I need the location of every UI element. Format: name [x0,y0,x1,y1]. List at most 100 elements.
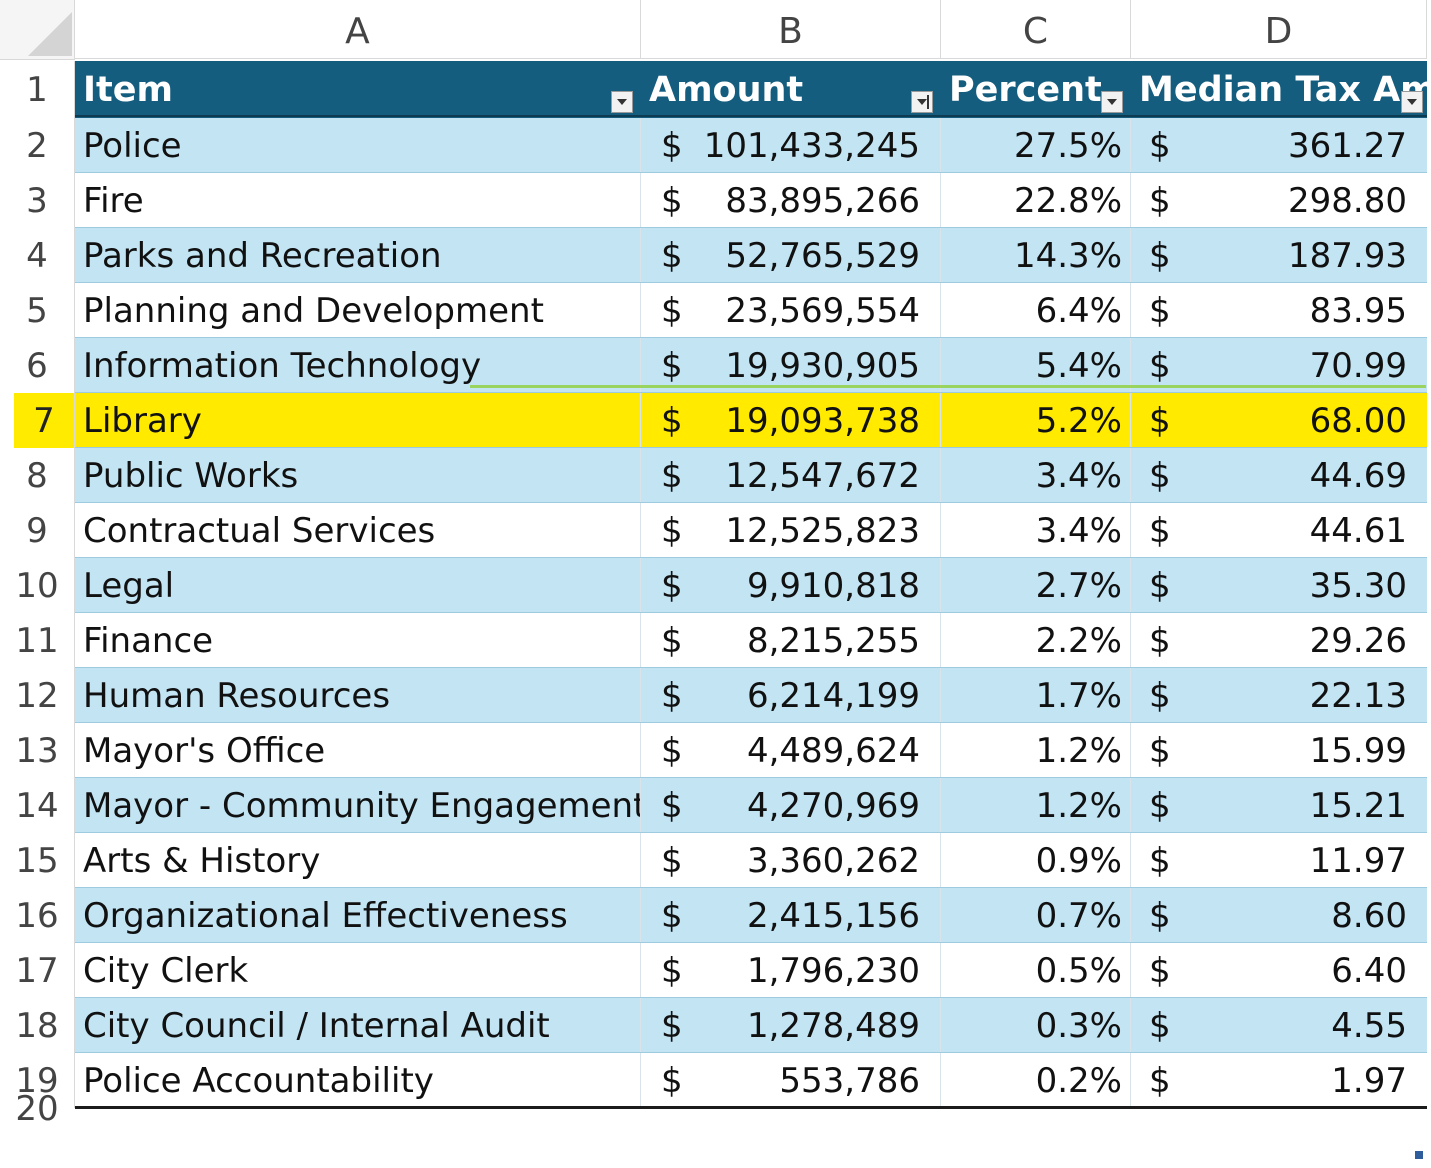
cell-amount[interactable]: $1,278,489 [641,998,941,1053]
row-header[interactable]: 2 [0,118,75,173]
filter-dropdown-icon[interactable] [911,91,933,113]
cell-percent[interactable]: 3.4% [941,448,1131,503]
column-header-b[interactable]: B [641,0,941,59]
cell-percent[interactable]: 0.7% [941,888,1131,943]
cell-median-tax[interactable]: $44.69 [1131,448,1427,503]
cell-percent[interactable]: 22.8% [941,173,1131,228]
cell-amount[interactable]: $1,796,230 [641,943,941,998]
cell-amount[interactable]: $4,489,624 [641,723,941,778]
cell-percent[interactable]: 0.3% [941,998,1131,1053]
cell-item[interactable]: Mayor's Office [75,723,641,778]
cell-median-tax[interactable]: $22.13 [1131,668,1427,723]
cell-item[interactable]: Information Technology [75,338,641,393]
cell-median-tax[interactable]: $8.60 [1131,888,1427,943]
cell-median-tax[interactable]: $187.93 [1131,228,1427,283]
row-header[interactable]: 15 [0,833,75,888]
filter-dropdown-icon[interactable] [1101,91,1123,113]
select-all-corner[interactable] [0,0,75,60]
cell-item[interactable]: Public Works [75,448,641,503]
cell-item[interactable]: Library [75,393,641,448]
cell-amount[interactable]: $4,270,969 [641,778,941,833]
cell-amount[interactable]: $6,214,199 [641,668,941,723]
cell-median-tax[interactable]: $44.61 [1131,503,1427,558]
cell-median-tax[interactable]: $70.99 [1131,338,1427,393]
cell-median-tax[interactable]: $15.99 [1131,723,1427,778]
cell-percent[interactable]: 5.4% [941,338,1131,393]
cell-percent[interactable]: 0.9% [941,833,1131,888]
header-item[interactable]: Item [75,61,641,118]
cell-item[interactable]: Police Accountability [75,1053,641,1108]
row-header[interactable]: 3 [0,173,75,228]
cell-amount[interactable]: $19,093,738 [641,393,941,448]
row-header[interactable]: 14 [0,778,75,833]
cell-median-tax[interactable]: $11.97 [1131,833,1427,888]
column-header-c[interactable]: C [941,0,1131,59]
cell-percent[interactable]: 1.2% [941,778,1131,833]
cell-item[interactable]: Fire [75,173,641,228]
cell-median-tax[interactable]: $15.21 [1131,778,1427,833]
cell-percent[interactable]: 2.7% [941,558,1131,613]
row-header[interactable]: 16 [0,888,75,943]
filter-dropdown-icon[interactable] [1401,91,1423,113]
cell-item[interactable]: Legal [75,558,641,613]
cell-amount[interactable]: $553,786 [641,1053,941,1108]
column-header-a[interactable]: A [75,0,641,59]
row-header[interactable]: 19 [0,1053,75,1108]
row-header[interactable]: 13 [0,723,75,778]
cell-median-tax[interactable]: $35.30 [1131,558,1427,613]
cell-amount[interactable]: $12,547,672 [641,448,941,503]
cell-item[interactable]: Planning and Development [75,283,641,338]
table-resize-handle[interactable] [1415,1151,1423,1159]
cell-percent[interactable]: 14.3% [941,228,1131,283]
row-header[interactable]: 8 [0,448,75,503]
cell-amount[interactable]: $83,895,266 [641,173,941,228]
cell-amount[interactable]: $101,433,245 [641,118,941,173]
cell-item[interactable]: Human Resources [75,668,641,723]
header-percent[interactable]: Percent [941,61,1131,118]
cell-median-tax[interactable]: $29.26 [1131,613,1427,668]
cell-amount[interactable]: $8,215,255 [641,613,941,668]
cell-item[interactable]: Mayor - Community Engagement [75,778,641,833]
cell-percent[interactable]: 6.4% [941,283,1131,338]
cell-item[interactable]: Police [75,118,641,173]
row-header[interactable]: 6 [0,338,75,393]
cell-percent[interactable]: 2.2% [941,613,1131,668]
cell-median-tax[interactable]: $6.40 [1131,943,1427,998]
row-header[interactable]: 9 [0,503,75,558]
cell-median-tax[interactable]: $1.97 [1131,1053,1427,1108]
row-header[interactable]: 5 [0,283,75,338]
cell-percent[interactable]: 5.2% [941,393,1131,448]
row-header[interactable]: 4 [0,228,75,283]
cell-percent[interactable]: 1.2% [941,723,1131,778]
header-amount[interactable]: Amount [641,61,941,118]
cell-median-tax[interactable]: $83.95 [1131,283,1427,338]
cell-median-tax[interactable]: $361.27 [1131,118,1427,173]
filter-dropdown-icon[interactable] [611,91,633,113]
cell-item[interactable]: Parks and Recreation [75,228,641,283]
cell-item[interactable]: Finance [75,613,641,668]
cell-percent[interactable]: 3.4% [941,503,1131,558]
cell-amount[interactable]: $23,569,554 [641,283,941,338]
cell-median-tax[interactable]: $4.55 [1131,998,1427,1053]
cell-amount[interactable]: $2,415,156 [641,888,941,943]
row-header[interactable]: 1 [0,61,75,118]
cell-item[interactable]: Organizational Effectiveness [75,888,641,943]
row-header[interactable]: 17 [0,943,75,998]
row-header[interactable]: 11 [0,613,75,668]
cell-median-tax[interactable]: $68.00 [1131,393,1427,448]
row-header[interactable]: 12 [0,668,75,723]
row-header[interactable]: 7 [14,393,75,448]
cell-item[interactable]: Contractual Services [75,503,641,558]
cell-median-tax[interactable]: $298.80 [1131,173,1427,228]
cell-item[interactable]: City Clerk [75,943,641,998]
cell-percent[interactable]: 1.7% [941,668,1131,723]
cell-percent[interactable]: 27.5% [941,118,1131,173]
cell-item[interactable]: Arts & History [75,833,641,888]
row-header[interactable]: 18 [0,998,75,1053]
cell-amount[interactable]: $9,910,818 [641,558,941,613]
cell-amount[interactable]: $12,525,823 [641,503,941,558]
header-median-tax-amount[interactable]: Median Tax Ame [1131,61,1427,118]
cell-item[interactable]: City Council / Internal Audit [75,998,641,1053]
cell-amount[interactable]: $52,765,529 [641,228,941,283]
column-header-d[interactable]: D [1131,0,1427,59]
